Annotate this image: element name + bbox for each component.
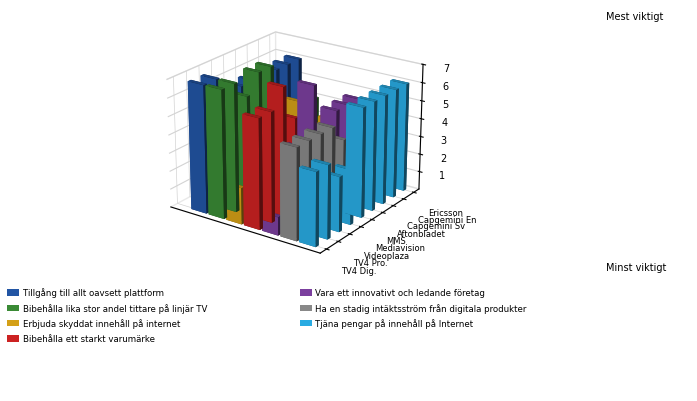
Text: Bibehålla lika stor andel tittare på linjär TV: Bibehålla lika stor andel tittare på lin… bbox=[22, 303, 207, 313]
Text: Erbjuda skyddat innehåll på internet: Erbjuda skyddat innehåll på internet bbox=[22, 318, 180, 328]
Text: Mest viktigt: Mest viktigt bbox=[606, 12, 664, 22]
Text: Vara ett innovativt och ledande företag: Vara ett innovativt och ledande företag bbox=[315, 288, 485, 297]
Text: Tjäna pengar på innehåll på Internet: Tjäna pengar på innehåll på Internet bbox=[315, 318, 473, 328]
Text: Ha en stadig intäktsström från digitala produkter: Ha en stadig intäktsström från digitala … bbox=[315, 303, 527, 313]
Text: Minst viktigt: Minst viktigt bbox=[606, 263, 667, 273]
Text: Bibehålla ett starkt varumärke: Bibehålla ett starkt varumärke bbox=[22, 334, 155, 343]
Text: Tillgång till allt oavsett plattform: Tillgång till allt oavsett plattform bbox=[22, 288, 164, 298]
